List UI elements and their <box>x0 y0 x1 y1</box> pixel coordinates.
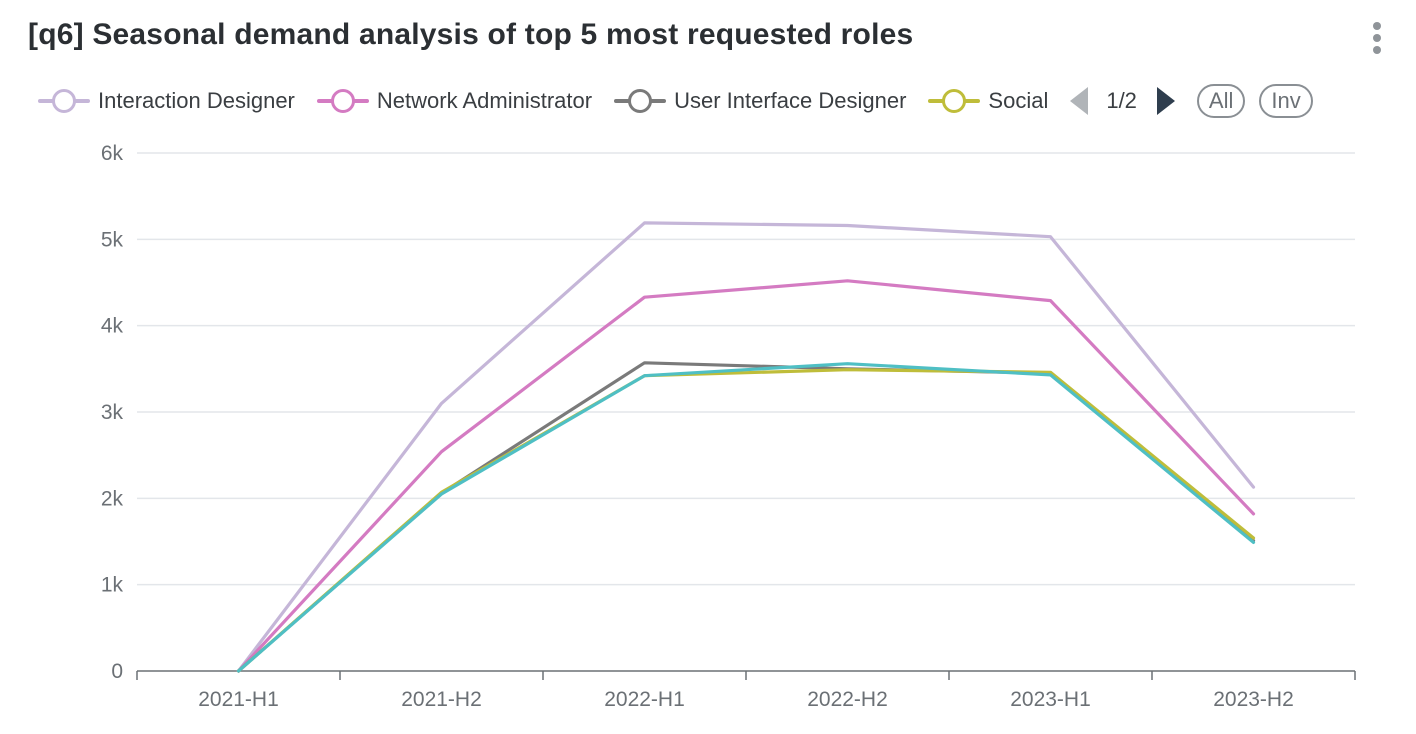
pager-text: 1/2 <box>1106 88 1137 113</box>
legend-swatch-icon <box>614 87 667 115</box>
x-tick-label: 2021-H2 <box>401 688 482 711</box>
x-tick-label: 2023-H2 <box>1213 688 1294 711</box>
series-line-5 <box>236 362 1256 673</box>
legend-swatch-icon <box>316 87 369 115</box>
y-tick-label: 6k <box>101 142 124 165</box>
invert-selection-button[interactable]: Inv <box>1259 84 1313 118</box>
series-line-1 <box>236 221 1256 673</box>
legend-pager: 1/2 All Inv <box>1070 84 1313 118</box>
x-tick-label: 2022-H2 <box>807 688 888 711</box>
y-tick-label: 4k <box>101 315 124 338</box>
chart-title: [q6] Seasonal demand analysis of top 5 m… <box>28 18 914 51</box>
series-line-3 <box>236 361 1256 673</box>
legend-label: Social <box>988 88 1049 113</box>
legend-item-social[interactable]: Social <box>928 87 1048 115</box>
y-tick-label: 2k <box>101 487 124 510</box>
legend-label: Network Administrator <box>376 88 593 113</box>
chart-legend: Interaction Designer Network Administrat… <box>38 82 1313 120</box>
y-tick-label: 0 <box>111 660 123 683</box>
x-tick-label: 2022-H1 <box>604 688 685 711</box>
legend-item-network-administrator[interactable]: Network Administrator <box>316 87 593 115</box>
pager-next-icon[interactable] <box>1156 87 1175 115</box>
y-tick-label: 5k <box>101 228 124 251</box>
y-tick-label: 1k <box>101 574 124 597</box>
pager-prev-icon[interactable] <box>1070 87 1089 115</box>
vertical-dots-icon[interactable] <box>1368 20 1388 56</box>
legend-item-interaction-designer[interactable]: Interaction Designer <box>38 87 295 115</box>
legend-swatch-icon <box>928 87 981 115</box>
legend-label: User Interface Designer <box>674 88 907 113</box>
select-all-button[interactable]: All <box>1196 84 1246 118</box>
x-tick-label: 2023-H1 <box>1010 688 1091 711</box>
legend-label: Interaction Designer <box>98 88 295 113</box>
legend-swatch-icon <box>38 87 90 115</box>
y-tick-label: 3k <box>101 401 124 424</box>
series-line-2 <box>236 279 1256 673</box>
x-tick-label: 2021-H1 <box>198 688 279 711</box>
legend-item-user-interface-designer[interactable]: User Interface Designer <box>614 87 906 115</box>
